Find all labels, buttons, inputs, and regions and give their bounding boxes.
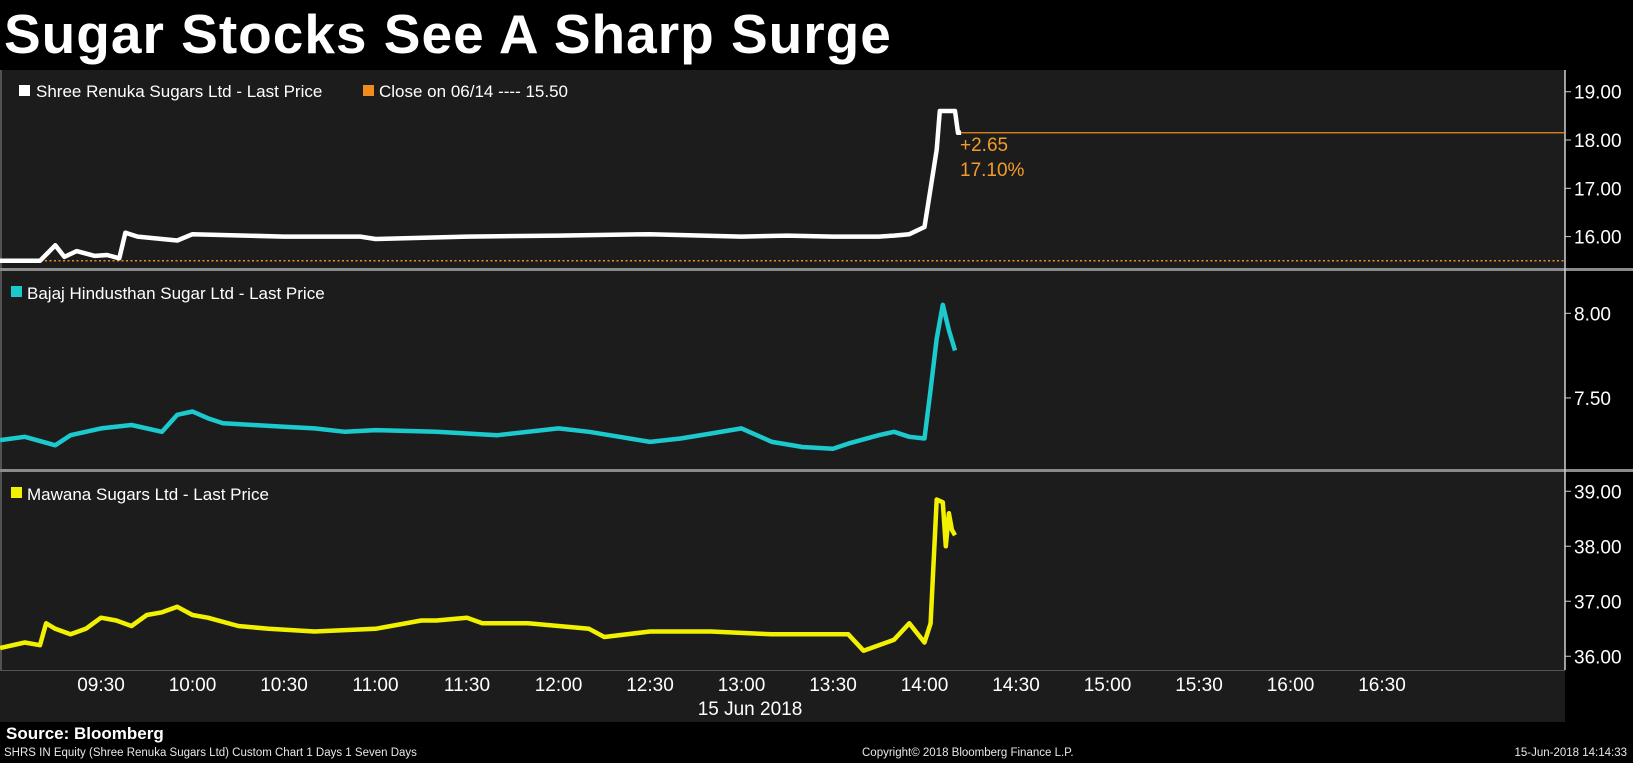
- legend-mawana: Mawana Sugars Ltd - Last Price: [11, 485, 269, 504]
- y-tick-label: 39.00: [1574, 482, 1622, 503]
- legend-label-mawana: Mawana Sugars Ltd - Last Price: [27, 485, 269, 504]
- y-tick-label: 38.00: [1574, 537, 1622, 558]
- footer-bar: SHRS IN Equity (Shree Renuka Sugars Ltd)…: [0, 745, 1633, 763]
- panel-mawana: [0, 472, 1565, 670]
- y-tick-label: 37.00: [1574, 592, 1622, 613]
- y-axis-ticks-bajaj: 8.00 7.50: [1565, 304, 1611, 410]
- x-tick-label: 11:00: [352, 675, 398, 696]
- annotation-change: +2.65: [960, 135, 1008, 156]
- legend-label-close: Close on 06/14 ---- 15.50: [379, 82, 568, 101]
- x-tick-label: 10:30: [260, 675, 308, 696]
- y-tick-label: 17.00: [1574, 179, 1622, 200]
- y-tick-label: 36.00: [1574, 647, 1622, 668]
- x-tick-label: 16:00: [1267, 675, 1315, 696]
- y-tick-label: 16.00: [1574, 228, 1622, 249]
- legend-bajaj: Bajaj Hindusthan Sugar Ltd - Last Price: [11, 284, 325, 303]
- y-axis-ticks-renuka: 19.00 18.00 17.00 16.00: [1565, 83, 1622, 249]
- legend-label-bajaj: Bajaj Hindusthan Sugar Ltd - Last Price: [27, 284, 325, 303]
- series-line-mawana: [0, 497, 957, 653]
- chart-title: Sugar Stocks See A Sharp Surge: [4, 3, 892, 65]
- x-tick-label: 13:00: [718, 675, 766, 696]
- legend-renuka: Shree Renuka Sugars Ltd - Last Price Clo…: [19, 82, 568, 101]
- footer-timestamp: 15-Jun-2018 14:14:33: [1514, 747, 1627, 759]
- legend-label-renuka: Shree Renuka Sugars Ltd - Last Price: [36, 82, 322, 101]
- annotation-percent: 17.10%: [960, 160, 1025, 181]
- x-tick-label: 10:00: [169, 675, 217, 696]
- x-tick-label: 15:00: [1084, 675, 1132, 696]
- panel-bajaj: [0, 271, 1565, 469]
- y-tick-label: 8.00: [1574, 304, 1611, 325]
- y-tick-label: 7.50: [1574, 389, 1611, 410]
- footer-copyright: Copyright© 2018 Bloomberg Finance L.P.: [862, 747, 1074, 759]
- x-axis-ticks: 09:30 10:00 10:30 11:00 11:30 12:00 12:30 13:00…: [77, 675, 1406, 696]
- x-tick-label: 14:00: [901, 675, 949, 696]
- y-axis-ticks-mawana: 39.00 38.00 37.00 36.00: [1565, 482, 1622, 668]
- x-tick-label: 12:00: [535, 675, 583, 696]
- x-tick-label: 13:30: [809, 675, 857, 696]
- x-tick-label: 12:30: [626, 675, 674, 696]
- y-tick-label: 19.00: [1574, 83, 1622, 104]
- series-line-bajaj: [0, 302, 958, 451]
- x-axis-band: [0, 670, 1565, 722]
- x-axis-date-label: 15 Jun 2018: [698, 699, 803, 720]
- x-tick-label: 16:30: [1358, 675, 1406, 696]
- x-tick-label: 11:30: [444, 675, 490, 696]
- y-tick-label: 18.00: [1574, 131, 1622, 152]
- x-tick-label: 15:30: [1175, 675, 1223, 696]
- source-note: Source: Bloomberg: [6, 724, 164, 743]
- footer-left-text: SHRS IN Equity (Shree Renuka Sugars Ltd)…: [4, 747, 417, 759]
- x-tick-label: 09:30: [77, 675, 125, 696]
- x-tick-label: 14:30: [992, 675, 1040, 696]
- series-line-renuka: [0, 108, 962, 264]
